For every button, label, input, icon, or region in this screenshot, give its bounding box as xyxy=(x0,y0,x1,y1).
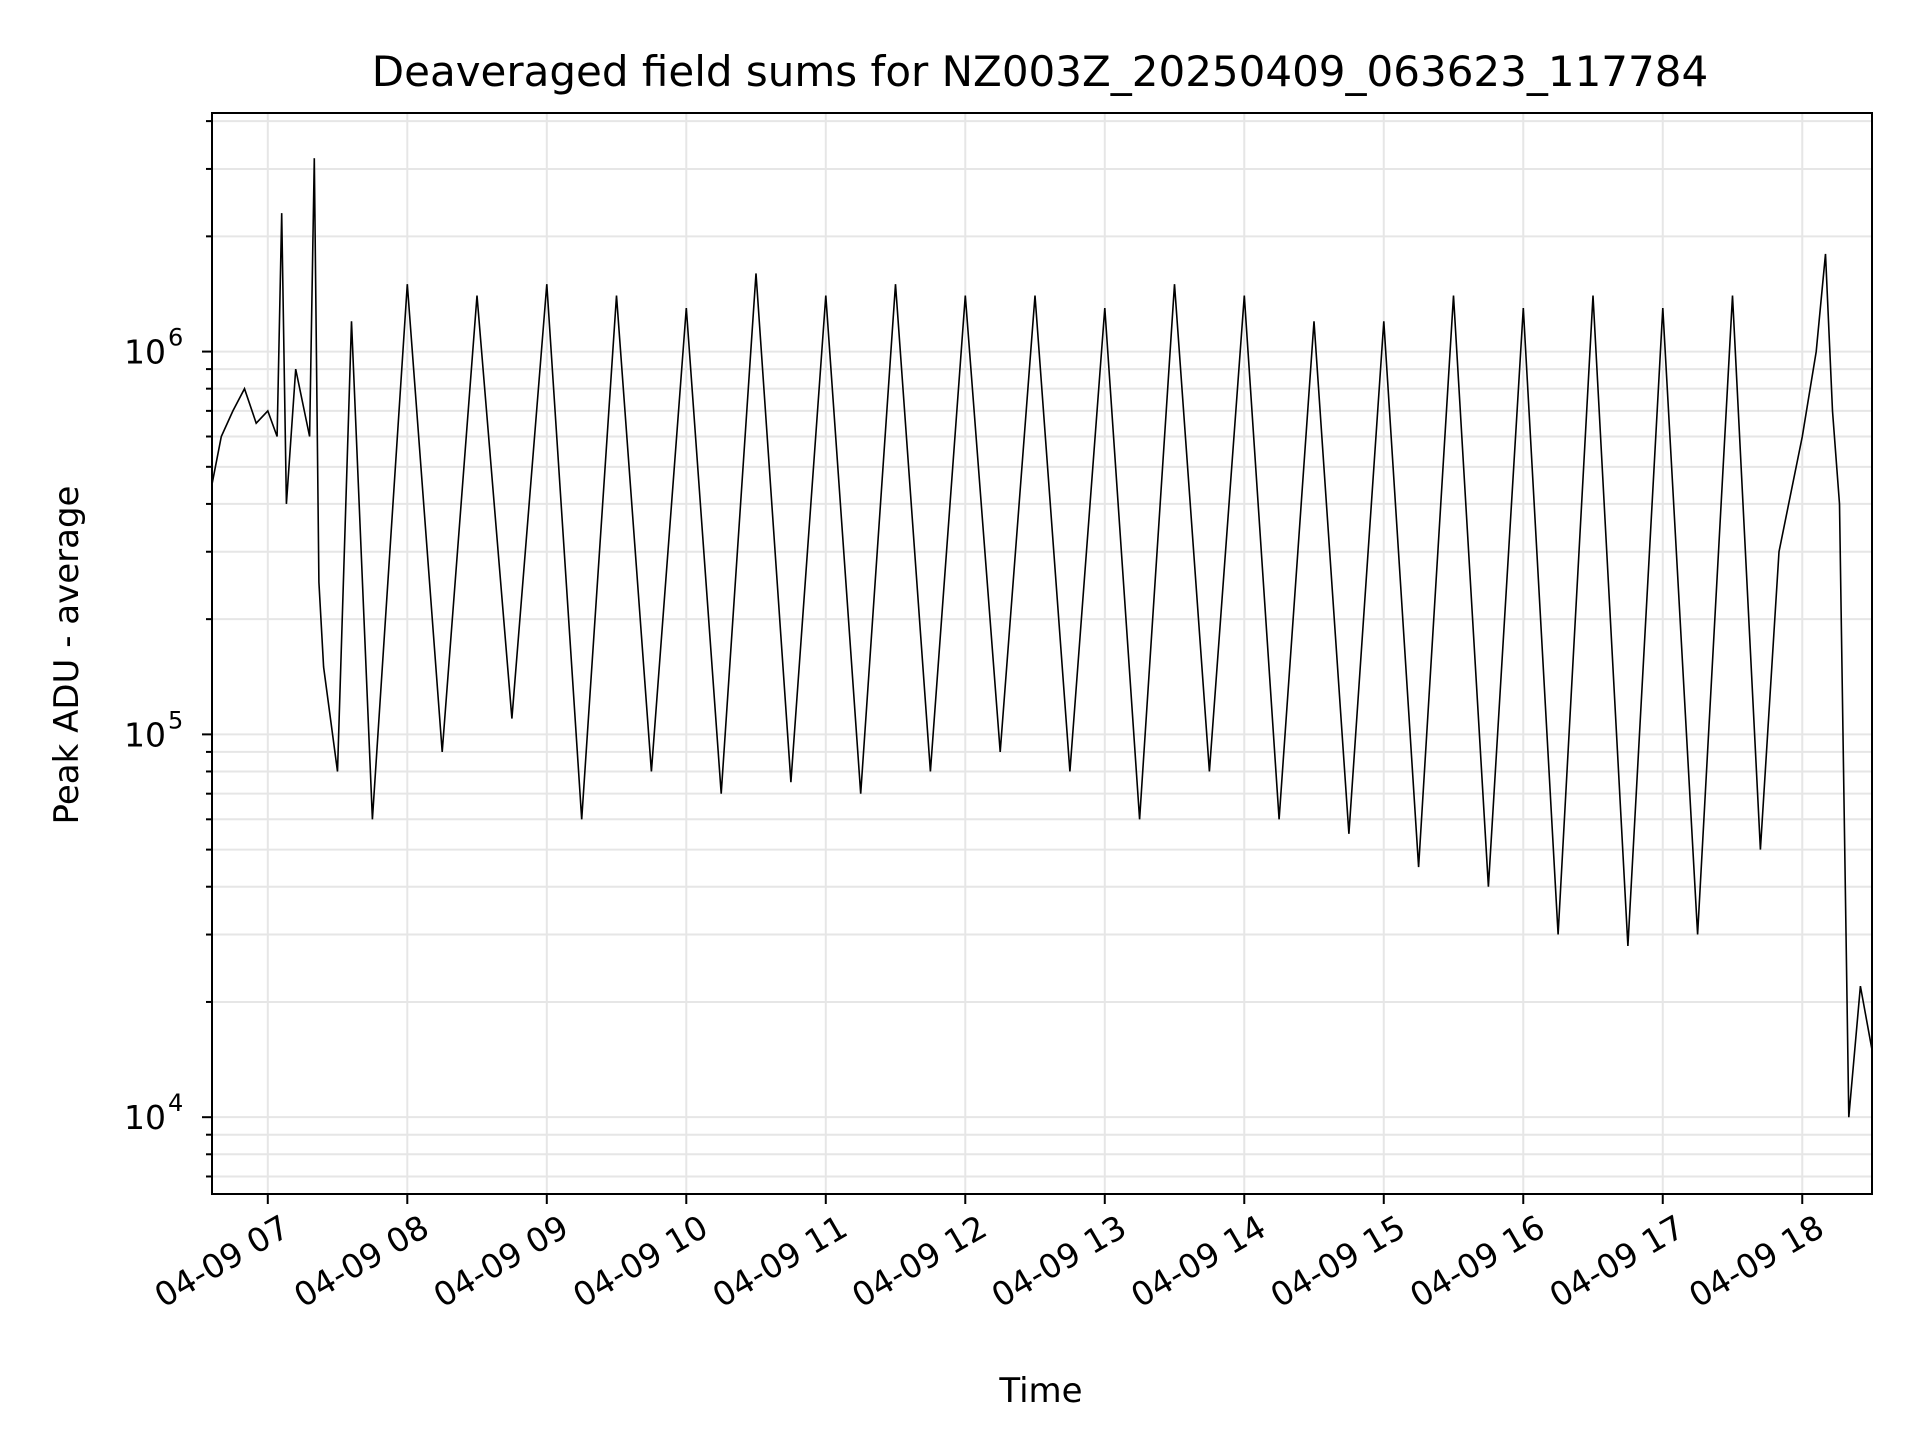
x-tick-label: 04-09 14 xyxy=(1124,1207,1272,1315)
y-tick-label: 10 xyxy=(124,1098,166,1137)
y-axis-label: Peak ADU - average xyxy=(47,486,87,825)
x-tick-label: 04-09 07 xyxy=(148,1207,296,1315)
y-tick-exp: 6 xyxy=(168,324,183,352)
x-tick-label: 04-09 18 xyxy=(1682,1207,1830,1315)
x-tick-label: 04-09 09 xyxy=(427,1207,575,1315)
y-tick-base: 10 xyxy=(124,715,166,754)
series-line xyxy=(211,158,1873,1118)
chart-title: Deaveraged field sums for NZ003Z_2025040… xyxy=(372,47,1708,96)
x-tick-label: 04-09 11 xyxy=(706,1207,854,1315)
y-tick-label: 10 xyxy=(124,715,166,754)
grid xyxy=(212,113,1872,1194)
y-tick-exp: 4 xyxy=(168,1089,183,1117)
y-tick-exp: 5 xyxy=(168,706,183,734)
x-tick-label: 04-09 12 xyxy=(845,1207,993,1315)
y-tick-base: 10 xyxy=(124,333,166,372)
x-tick-label: 04-09 08 xyxy=(287,1207,435,1315)
x-tick-label: 04-09 15 xyxy=(1264,1207,1412,1315)
y-tick-base: 10 xyxy=(124,1098,166,1137)
y-tick-label: 10 xyxy=(124,333,166,372)
x-tick-label: 04-09 10 xyxy=(566,1207,714,1315)
x-tick-label: 04-09 17 xyxy=(1543,1207,1691,1315)
x-tick-label: 04-09 13 xyxy=(985,1207,1133,1315)
x-axis-label: Time xyxy=(998,1371,1082,1411)
plot-frame xyxy=(211,112,1873,1195)
x-tick-label: 04-09 16 xyxy=(1403,1207,1551,1315)
